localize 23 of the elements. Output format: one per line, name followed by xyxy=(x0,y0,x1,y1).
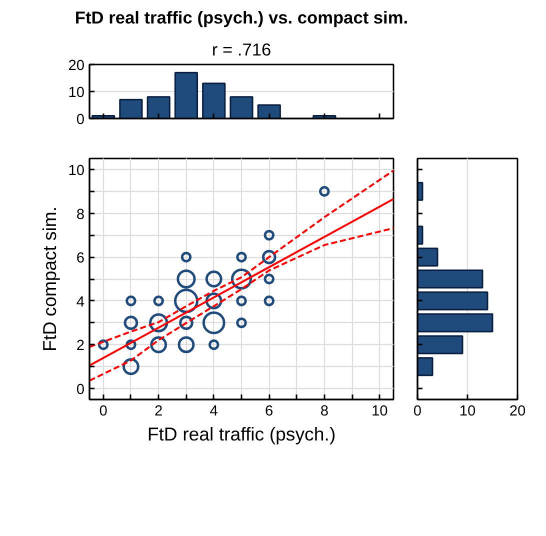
y-tick-label: 0 xyxy=(76,382,85,398)
y-tick-label: 10 xyxy=(68,162,85,179)
chart-title: FtD real traffic (psych.) vs. compact sim. xyxy=(74,8,408,28)
x-tick-label: 0 xyxy=(99,404,108,420)
x-tick-label: 10 xyxy=(459,404,476,420)
x-tick-label: 8 xyxy=(320,404,328,420)
y-tick-label: 6 xyxy=(76,250,85,267)
chart-subtitle: r = .716 xyxy=(212,40,272,60)
x-tick-label: 6 xyxy=(265,404,274,420)
x-tick-label: 0 xyxy=(413,404,422,420)
x-axis-title: FtD real traffic (psych.) xyxy=(147,424,336,444)
y-tick-label: 10 xyxy=(68,85,85,101)
x-tick-label: 20 xyxy=(509,404,526,420)
line-series xyxy=(90,170,394,348)
x-tick-label: 10 xyxy=(372,404,388,420)
y-tick-label: 4 xyxy=(76,294,85,310)
x-tick-label: 2 xyxy=(154,404,163,420)
y-tick-label: 8 xyxy=(76,206,85,223)
x-tick-label: 4 xyxy=(210,404,218,420)
y-axis-title: FtD compact sim. xyxy=(39,206,60,352)
y-tick-label: 0 xyxy=(76,112,85,128)
y-tick-label: 20 xyxy=(68,58,85,74)
y-tick-label: 2 xyxy=(76,338,85,354)
